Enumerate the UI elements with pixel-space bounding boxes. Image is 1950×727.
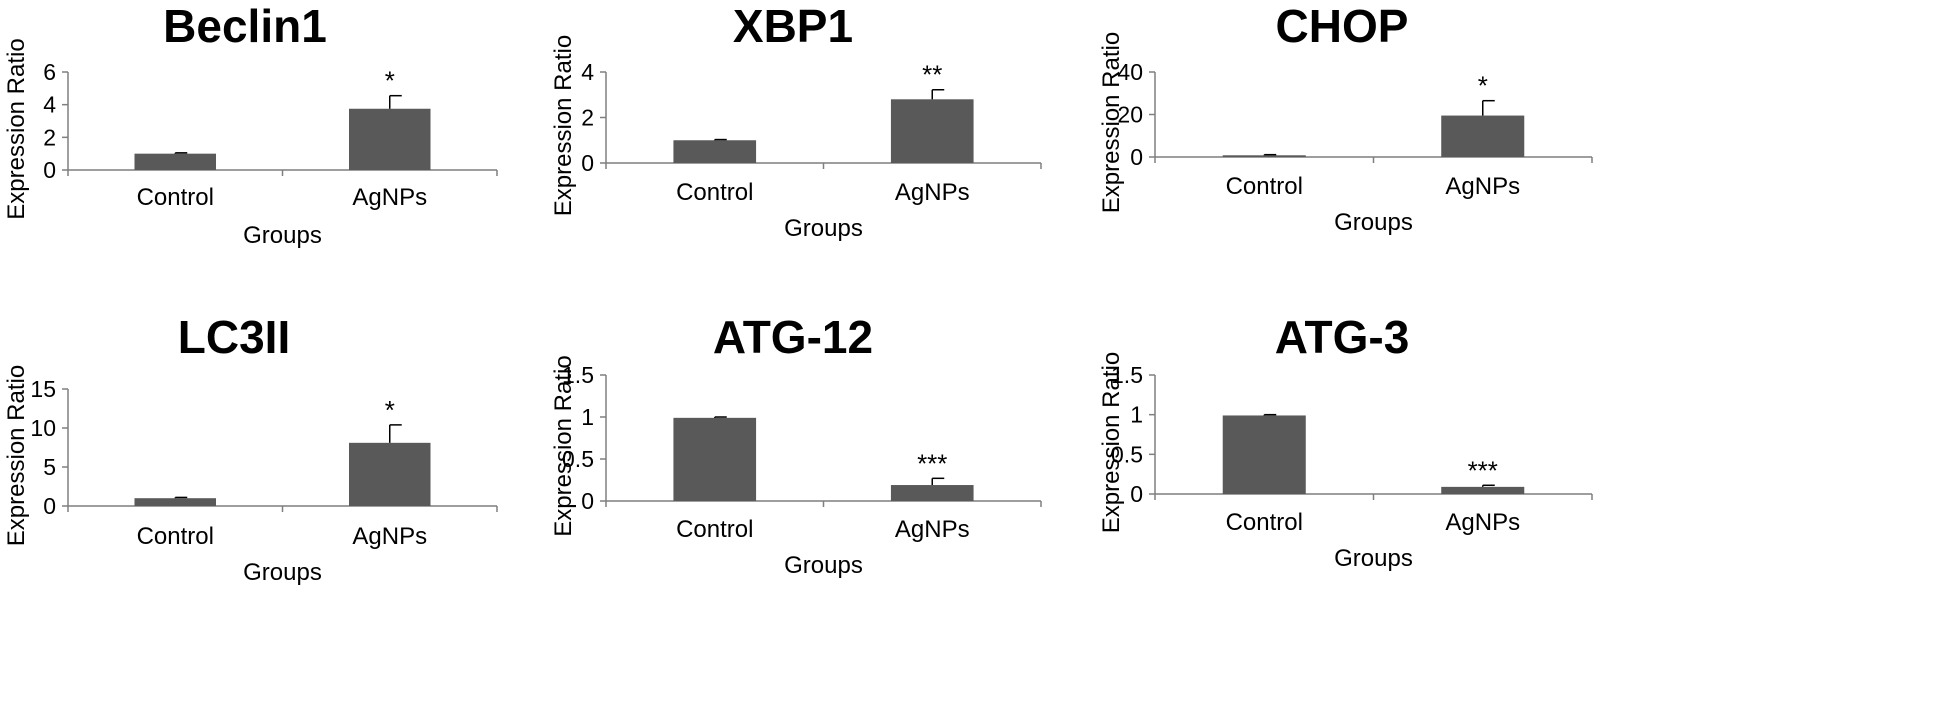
y-axis-label: Expression Ratio (3, 365, 30, 546)
y-tick-label: 0 (1130, 144, 1143, 170)
chart-title: CHOP (1276, 0, 1409, 52)
y-axis-label: Expression Ratio (550, 35, 577, 216)
y-tick-label: 6 (43, 59, 56, 85)
chart-title: XBP1 (733, 0, 853, 52)
category-label: Control (137, 184, 214, 211)
chart-title: Beclin1 (163, 0, 327, 52)
y-tick-label: 0 (581, 488, 594, 514)
bar-control (1222, 155, 1306, 157)
category-label: Control (137, 523, 214, 550)
bar-agnps (890, 485, 974, 501)
bar-control (1222, 415, 1306, 494)
y-tick-label: 1.5 (1111, 362, 1143, 388)
y-tick-label: 0 (43, 157, 56, 183)
y-tick-label: 40 (1117, 59, 1143, 85)
y-tick-label: 1 (581, 404, 594, 430)
x-axis-label: Groups (243, 559, 322, 586)
y-tick-label: 0.5 (1111, 441, 1143, 467)
significance-marker: * (385, 66, 395, 96)
bar-control (673, 140, 757, 163)
category-label: AgNPs (1445, 173, 1520, 200)
category-label: Control (1226, 509, 1303, 536)
bar-agnps (890, 99, 974, 163)
chart-title: LC3II (178, 311, 290, 363)
y-tick-label: 4 (43, 92, 56, 118)
chart-title: ATG-12 (713, 311, 873, 363)
category-label: AgNPs (895, 516, 970, 543)
x-axis-label: Groups (1334, 209, 1413, 236)
bar-control (673, 417, 757, 501)
y-tick-label: 2 (581, 105, 594, 131)
y-tick-label: 4 (581, 59, 594, 85)
y-tick-label: 10 (30, 415, 56, 441)
significance-marker: * (1478, 71, 1488, 101)
bar-agnps (348, 442, 431, 506)
category-label: AgNPs (352, 184, 427, 211)
category-label: Control (1226, 173, 1303, 200)
significance-marker: * (385, 395, 395, 425)
bar-control (134, 498, 217, 506)
x-axis-label: Groups (784, 552, 863, 579)
y-tick-label: 0.5 (562, 446, 594, 472)
category-label: AgNPs (1445, 509, 1520, 536)
x-axis-label: Groups (1334, 545, 1413, 572)
bar-agnps (1441, 486, 1525, 494)
category-label: Control (676, 179, 753, 206)
category-label: AgNPs (895, 179, 970, 206)
y-axis-label: Expression Ratio (550, 355, 577, 536)
significance-marker: *** (917, 448, 947, 478)
y-tick-label: 1 (1130, 402, 1143, 428)
bar-agnps (1441, 115, 1525, 157)
significance-marker: ** (922, 60, 942, 90)
y-tick-label: 0 (43, 493, 56, 519)
y-axis-label: Expression Ratio (3, 38, 30, 219)
y-axis-label: Expression Ratio (1098, 352, 1125, 533)
y-tick-label: 20 (1117, 102, 1143, 128)
x-axis-label: Groups (784, 215, 863, 242)
y-axis-label: Expression Ratio (1098, 32, 1125, 213)
chart-title: ATG-3 (1275, 311, 1410, 363)
y-tick-label: 0 (1130, 481, 1143, 507)
bar-agnps (348, 108, 431, 170)
y-tick-label: 15 (30, 376, 56, 402)
category-label: Control (676, 516, 753, 543)
significance-marker: *** (1468, 455, 1498, 485)
y-tick-label: 0 (581, 150, 594, 176)
y-tick-label: 2 (43, 124, 56, 150)
y-tick-label: 1.5 (562, 362, 594, 388)
y-tick-label: 5 (43, 454, 56, 480)
bar-control (134, 153, 217, 170)
x-axis-label: Groups (243, 222, 322, 249)
category-label: AgNPs (352, 523, 427, 550)
